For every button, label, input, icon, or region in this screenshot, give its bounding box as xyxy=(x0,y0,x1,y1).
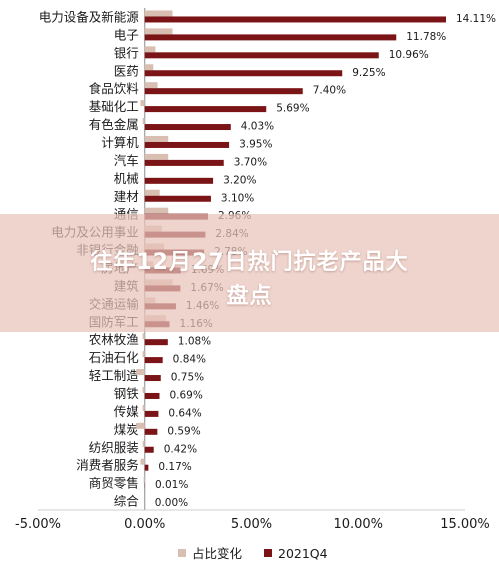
data-label: 0.01% xyxy=(155,479,188,491)
data-label: 14.11% xyxy=(456,13,496,25)
change-bar xyxy=(144,189,160,196)
value-bar xyxy=(144,70,343,77)
data-label: 4.03% xyxy=(241,121,274,133)
overlay-title-line-1: 往年12月27日热门抗老产品大 xyxy=(90,250,409,275)
legend-label: 占比变化 xyxy=(192,546,243,561)
data-label: 10.96% xyxy=(389,49,429,61)
data-label: 3.10% xyxy=(221,192,254,204)
value-bar xyxy=(144,357,163,364)
value-bar xyxy=(144,52,379,59)
value-bar xyxy=(144,464,149,471)
category-label: 基础化工 xyxy=(89,99,139,114)
value-bar xyxy=(144,34,397,41)
data-label: 0.84% xyxy=(173,354,206,366)
data-label: 0.75% xyxy=(171,372,204,384)
value-bar xyxy=(144,410,159,417)
change-bar xyxy=(144,10,173,17)
data-label: 3.70% xyxy=(234,156,267,168)
x-tick-label: 15.00% xyxy=(440,517,490,532)
data-label: 0.69% xyxy=(169,389,202,401)
change-bar xyxy=(144,153,169,160)
data-label: 11.78% xyxy=(406,31,446,43)
change-bar xyxy=(140,458,145,465)
value-bar xyxy=(144,195,211,202)
category-label: 电子 xyxy=(114,27,139,42)
data-label: 3.95% xyxy=(239,138,272,150)
category-label: 煤炭 xyxy=(114,422,139,437)
change-bar xyxy=(136,369,145,376)
value-bar xyxy=(144,106,267,113)
value-bar xyxy=(144,177,214,184)
data-label: 0.59% xyxy=(167,425,200,437)
category-label: 石油石化 xyxy=(89,350,140,365)
change-bar xyxy=(143,476,145,483)
category-label: 商贸零售 xyxy=(89,476,139,491)
data-label: 9.25% xyxy=(352,67,385,79)
change-bar xyxy=(142,333,145,340)
data-label: 1.08% xyxy=(178,336,211,348)
data-label: 7.40% xyxy=(313,85,346,97)
category-label: 银行 xyxy=(114,45,139,60)
x-tick-label: 0.00% xyxy=(124,517,165,532)
legend-label: 2021Q4 xyxy=(278,546,328,561)
category-label: 有色金属 xyxy=(89,117,139,132)
data-label: 0.17% xyxy=(158,461,191,473)
data-label: 0.00% xyxy=(155,497,188,509)
value-bar xyxy=(144,446,154,453)
category-label: 农林牧渔 xyxy=(89,332,139,347)
overlay-title-line-2: 盘点 xyxy=(226,284,273,309)
value-bar xyxy=(144,428,158,435)
category-label: 消费者服务 xyxy=(76,458,139,473)
change-bar xyxy=(144,135,169,142)
value-bar xyxy=(144,16,446,23)
data-label: 5.69% xyxy=(276,103,309,115)
value-bar xyxy=(144,392,160,399)
legend-swatch xyxy=(264,549,272,557)
category-label: 综合 xyxy=(114,494,140,509)
category-label: 建材 xyxy=(114,189,139,204)
change-bar xyxy=(144,207,169,214)
value-bar xyxy=(144,141,230,148)
category-label: 医药 xyxy=(114,63,139,78)
change-bar xyxy=(142,440,145,447)
value-bar xyxy=(144,339,168,346)
legend-swatch xyxy=(178,549,186,557)
category-label: 传媒 xyxy=(114,404,140,419)
change-bar xyxy=(142,386,145,393)
value-bar xyxy=(144,159,224,166)
category-label: 钢铁 xyxy=(114,386,140,401)
change-bar xyxy=(144,82,158,89)
value-bar xyxy=(144,88,303,95)
category-label: 食品饮料 xyxy=(89,81,140,96)
change-bar xyxy=(144,46,156,53)
x-tick-label: 5.00% xyxy=(231,517,272,532)
change-bar xyxy=(142,404,145,411)
category-label: 纺织服装 xyxy=(89,440,139,455)
data-label: 0.42% xyxy=(164,443,197,455)
category-label: 机械 xyxy=(114,171,140,186)
x-tick-label: -5.00% xyxy=(15,517,61,532)
category-label: 汽车 xyxy=(114,153,139,168)
overlay-banner xyxy=(0,214,499,332)
data-label: 3.20% xyxy=(223,174,256,186)
overlay-title: 往年12月27日热门抗老产品大 盘点 xyxy=(0,246,499,314)
value-bar xyxy=(144,375,161,382)
change-bar xyxy=(142,118,145,125)
category-label: 计算机 xyxy=(101,135,139,150)
change-bar xyxy=(144,28,173,35)
value-bar xyxy=(144,124,231,131)
change-bar xyxy=(142,351,145,358)
x-tick-label: 10.00% xyxy=(333,517,383,532)
data-label: 0.64% xyxy=(168,407,201,419)
change-bar xyxy=(144,64,154,71)
category-label: 轻工制造 xyxy=(89,368,140,383)
change-bar xyxy=(136,422,145,429)
category-label: 电力设备及新能源 xyxy=(39,9,140,24)
change-bar xyxy=(140,100,145,107)
